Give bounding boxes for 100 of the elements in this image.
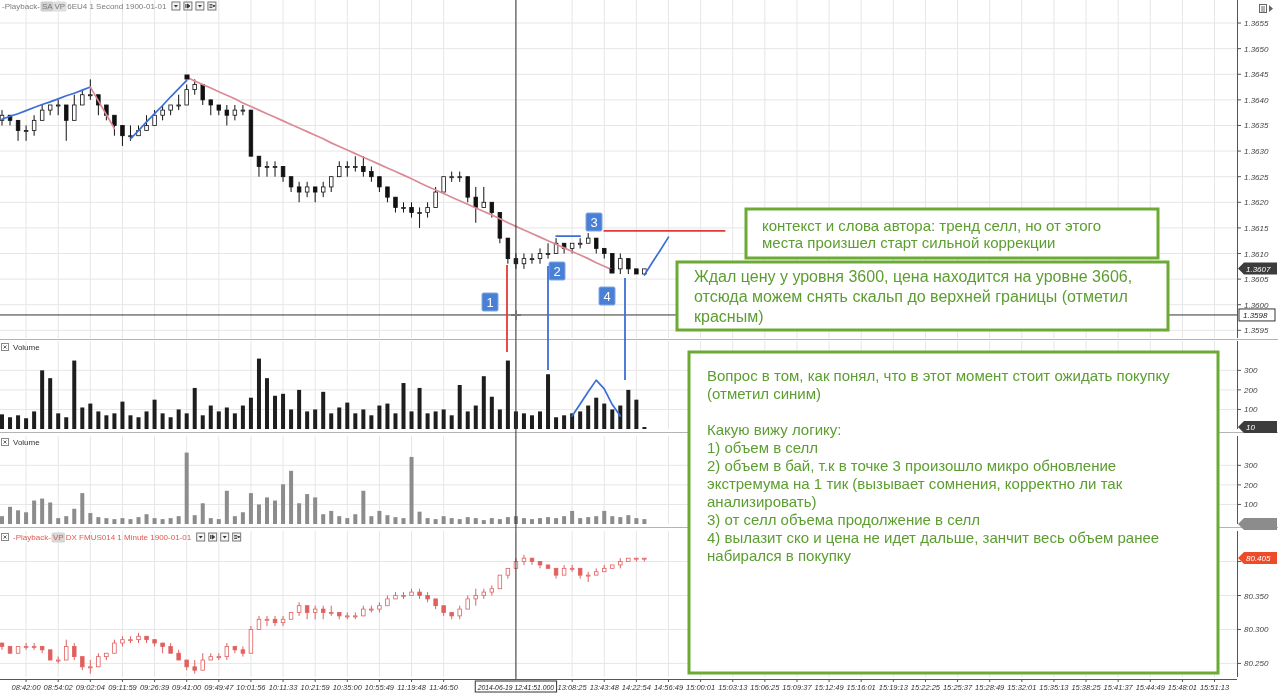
bar: [8, 506, 13, 524]
bar: [192, 515, 197, 524]
bar: [232, 413, 237, 429]
candlestick: [280, 615, 286, 627]
bar: [224, 407, 229, 429]
bar: [457, 385, 462, 429]
bar: [361, 490, 366, 524]
bar: [96, 411, 101, 429]
bar: [120, 401, 125, 429]
bar: [321, 514, 326, 524]
bar: [369, 415, 374, 429]
bar: [586, 517, 591, 524]
bar: [578, 518, 583, 524]
bar: [152, 518, 157, 524]
y-tick-label: 1.3645: [1244, 70, 1270, 80]
bar: [32, 411, 37, 429]
bar: [192, 387, 197, 429]
candlestick: [537, 247, 543, 265]
bar: [329, 510, 334, 524]
ref-line-label: 1.3598: [1243, 310, 1269, 320]
bar: [449, 415, 454, 429]
bar: [56, 413, 61, 429]
bar: [32, 500, 37, 524]
bar: [88, 513, 93, 524]
candlestick: [345, 160, 350, 178]
candlestick: [248, 625, 254, 654]
bar: [112, 519, 117, 524]
y-tick-label: 1.3625: [1244, 172, 1270, 182]
annotation: 1: [486, 295, 494, 310]
bar: [554, 417, 559, 429]
y-tick-label: 200: [1243, 385, 1258, 395]
bar: [264, 378, 269, 429]
bar: [273, 500, 278, 524]
annotation: 4: [603, 289, 611, 304]
bar: [401, 518, 406, 524]
candlestick: [521, 253, 527, 270]
bar: [248, 493, 253, 524]
bar: [305, 494, 310, 524]
bar: [618, 517, 623, 524]
bar: [481, 520, 486, 524]
y-tick-label: 300: [1244, 461, 1258, 471]
y-tick-label: 300: [1244, 366, 1258, 376]
bar: [409, 456, 414, 524]
y-tick-label: 1.3610: [1244, 249, 1270, 259]
candlestick: [112, 114, 117, 137]
bar: [152, 399, 157, 429]
candlestick: [569, 564, 575, 573]
bar: [48, 378, 53, 429]
bar: [417, 387, 422, 429]
bar: [128, 519, 133, 524]
bar: [305, 411, 310, 429]
bar: [160, 519, 165, 524]
bar: [56, 518, 61, 524]
candlestick: [120, 124, 125, 147]
candlestick: [240, 104, 246, 116]
y-tick-label: 1.3630: [1244, 147, 1270, 157]
bar: [594, 516, 599, 524]
bar: [449, 518, 454, 524]
annotation: 3: [590, 215, 598, 230]
bar: [120, 518, 125, 524]
candlestick: [240, 645, 246, 658]
bar: [256, 358, 261, 429]
bar: [297, 503, 302, 524]
bar: [256, 504, 261, 524]
bar: [0, 516, 4, 524]
candlestick: [361, 155, 366, 178]
candlestick: [184, 84, 189, 106]
text: 1.3607: [1246, 264, 1272, 274]
line-series: [571, 379, 622, 417]
bar: [521, 413, 526, 429]
bar: [345, 402, 350, 429]
candlestick: [545, 242, 551, 260]
bar: [8, 417, 13, 429]
bar: [168, 518, 173, 524]
bar: [594, 397, 599, 429]
bar: [377, 510, 382, 524]
y-tick-label: 1.3615: [1244, 223, 1270, 233]
y-tick-label: 80.300: [1244, 625, 1270, 635]
bar: [240, 405, 245, 429]
bar: [361, 409, 366, 429]
bar: [377, 405, 382, 429]
bar: [481, 376, 486, 429]
bar: [385, 403, 390, 429]
bar: [16, 510, 21, 524]
y-tick-label: 100: [1244, 405, 1258, 415]
bar: [144, 411, 149, 429]
candlestick: [481, 186, 486, 208]
candlestick: [473, 186, 478, 224]
bar: [369, 516, 374, 524]
bar: [465, 411, 470, 429]
y-tick-label: 1.3605: [1244, 275, 1270, 285]
bar: [128, 415, 133, 429]
text: Вопрос в том, как понял, что в этот момент стоит ожидать покупку (отметил синим) Какую вижу логику: 1) объем в селл 2) объем в бай, т.к в точке 3 произошло микро обновление экстремума на 1 тик (вызывает сомнения, корректно ли так анализировать) 3) от селл объема продолжение в селл 4) вылазит ско и цена не идет дальше, занчит весь объем ранее набирался в покупку: [707, 367, 1170, 564]
bar: [473, 405, 478, 429]
bar: [224, 490, 229, 524]
bar: [626, 515, 631, 524]
bar: [24, 512, 29, 524]
y-tick-label: 80.350: [1244, 591, 1270, 601]
bar: [425, 413, 430, 429]
bar: [337, 407, 342, 429]
